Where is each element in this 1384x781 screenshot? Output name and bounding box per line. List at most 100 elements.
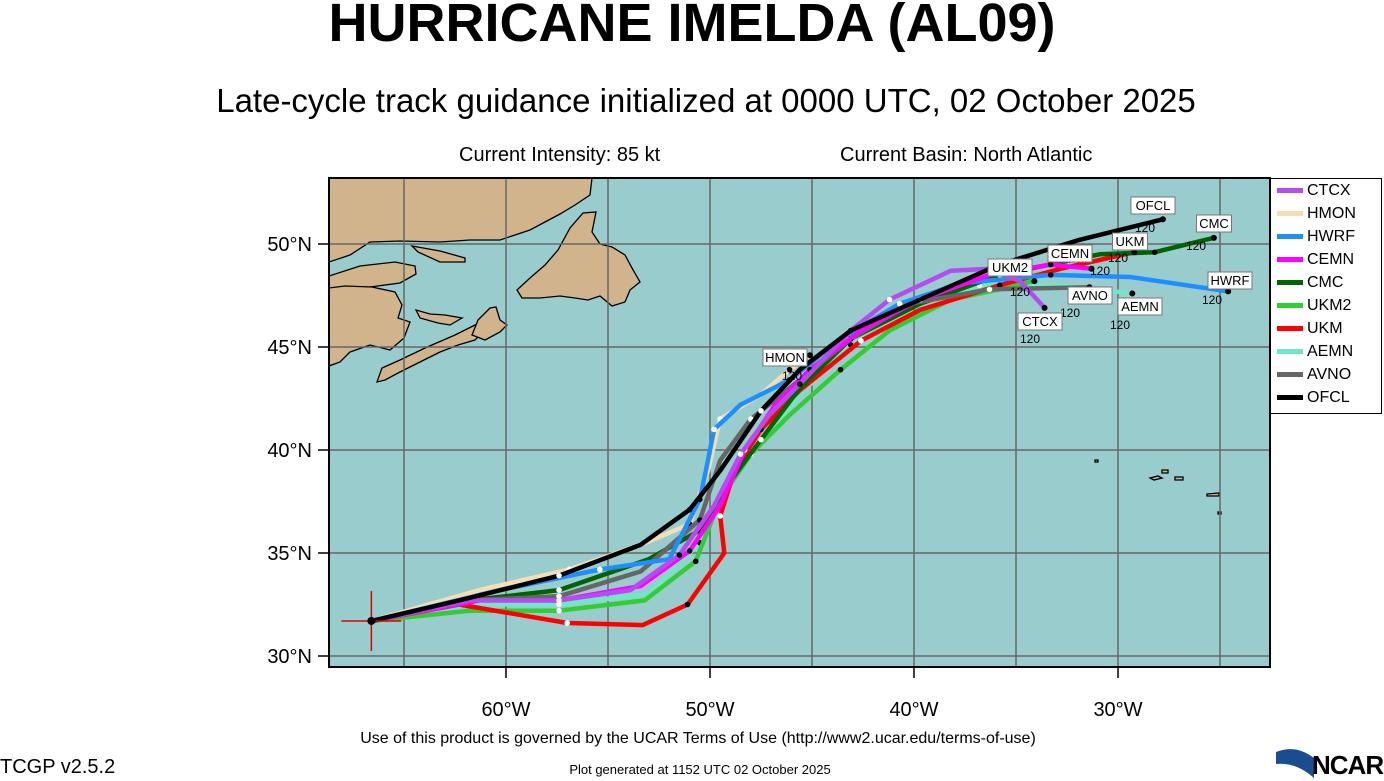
forecast-point <box>676 552 683 558</box>
forecast-hour-label: 120 <box>1186 239 1206 253</box>
storm-center-icon <box>367 616 376 625</box>
forecast-point <box>996 282 1003 289</box>
track-end-point <box>806 352 813 359</box>
land-anticosti <box>410 244 466 263</box>
track-end-label: HWRF <box>1211 273 1250 288</box>
axis-labels: 30°N 35°N 40°N 45°N 50°N 60°W 50°W 40°W 30°W <box>267 234 1142 721</box>
forecast-point <box>886 296 893 303</box>
legend-swatch <box>1277 257 1303 262</box>
forecast-point <box>837 366 844 373</box>
legend-label: CEMN <box>1307 250 1355 268</box>
forecast-point <box>986 286 993 293</box>
forecast-hour-label: 120 <box>1060 306 1080 320</box>
land-pei <box>414 308 464 326</box>
legend-swatch <box>1277 303 1303 308</box>
track-label-box <box>1047 244 1093 263</box>
forecast-point <box>1047 272 1054 278</box>
plot-generated-time: Plot generated at 1152 UTC 02 October 20… <box>569 762 831 777</box>
forecast-point <box>686 548 693 554</box>
lat-tick-label: 30°N <box>267 646 312 668</box>
forecast-point <box>758 436 764 443</box>
legend-label: UKM <box>1307 319 1343 337</box>
lon-tick-label: 50°W <box>685 699 734 721</box>
track-end-point <box>1031 278 1038 285</box>
legend-item-ctcx: CTCX <box>1271 179 1381 202</box>
lon-tick-label: 60°W <box>481 699 530 721</box>
legend-item-cmc: CMC <box>1271 271 1381 294</box>
forecast-point <box>564 620 570 626</box>
track-end-label: UKM2 <box>992 260 1028 275</box>
legend-label: HWRF <box>1307 227 1355 245</box>
legend: CTCX HMON HWRF CEMN CMC UKM2 UKM AEMN AVNO OFCL <box>1270 178 1382 414</box>
lon-tick-label: 30°W <box>1093 699 1142 721</box>
track-end-label: UKM <box>1116 234 1145 249</box>
track-end-label: AVNO <box>1072 288 1108 303</box>
legend-item-hwrf: HWRF <box>1271 225 1381 248</box>
forecast-point <box>686 506 693 513</box>
track-ctcx <box>370 266 1047 624</box>
forecast-point <box>717 513 723 519</box>
forecast-point <box>556 607 562 614</box>
track-end-label: HMON <box>765 350 805 365</box>
legend-item-ofcl: OFCL <box>1271 386 1381 409</box>
track-end-point <box>1225 288 1232 295</box>
legend-label: UKM2 <box>1307 296 1352 314</box>
track-label-box <box>1207 271 1253 290</box>
track-end-label: CEMN <box>1051 246 1089 261</box>
land-cape-breton <box>471 306 509 341</box>
legend-swatch <box>1277 188 1303 193</box>
forecast-point <box>758 408 764 414</box>
legend-swatch <box>1277 349 1303 354</box>
track-label-box <box>1117 297 1163 316</box>
forecast-hour-label: 120 <box>1010 285 1030 299</box>
forecast-point <box>684 601 691 608</box>
track-end-point <box>1088 265 1095 272</box>
forecast-hour-label: 120 <box>1202 293 1222 307</box>
page-title: HURRICANE IMELDA (AL09) <box>328 0 1056 53</box>
track-hwrf <box>370 272 1229 624</box>
legend-swatch <box>1277 280 1303 285</box>
forecast-hour-label: 120 <box>1110 318 1130 332</box>
legend-item-avno: AVNO <box>1271 363 1381 386</box>
current-intensity: Current Intensity: 85 kt <box>459 144 661 166</box>
forecast-point <box>556 597 562 604</box>
track-end-label: OFCL <box>1136 198 1171 213</box>
track-label-box <box>1130 196 1176 215</box>
current-basin: Current Basin: North Atlantic <box>840 144 1093 166</box>
legend-label: CTCX <box>1307 181 1351 199</box>
track-label-box <box>1196 214 1232 233</box>
track-label-box <box>1017 312 1063 331</box>
terms-of-use: Use of this product is governed by the U… <box>360 730 1036 747</box>
lat-tick-label: 45°N <box>267 337 312 359</box>
track-end-label: CTCX <box>1022 314 1058 329</box>
legend-swatch <box>1277 211 1303 216</box>
legend-label: CMC <box>1307 273 1344 291</box>
version-label: TCGP v2.5.2 <box>0 756 116 778</box>
forecast-point <box>556 587 562 593</box>
track-end-point <box>1159 216 1166 223</box>
ncar-logo-text: NCAR <box>1312 750 1384 780</box>
lat-tick-label: 35°N <box>267 543 312 565</box>
legend-label: HMON <box>1307 204 1356 222</box>
page-subtitle: Late-cycle track guidance initialized at… <box>216 82 1196 119</box>
forecast-point <box>556 593 562 600</box>
ocean <box>329 178 1270 667</box>
forecast-hour-label: 120 <box>1090 264 1110 278</box>
forecast-point <box>1047 261 1054 268</box>
legend-item-aemn: AEMN <box>1271 340 1381 363</box>
forecast-point <box>737 451 744 457</box>
track-label-box <box>987 258 1033 277</box>
track-label-box <box>762 348 808 367</box>
legend-item-ukm: UKM <box>1271 317 1381 340</box>
legend-label: OFCL <box>1307 388 1350 406</box>
legend-swatch <box>1277 395 1303 400</box>
forecast-point <box>896 300 903 307</box>
forecast-point <box>711 426 717 433</box>
track-end-point <box>1041 304 1048 311</box>
forecast-point <box>556 601 562 608</box>
forecast-hour-label: 120 <box>1020 332 1040 346</box>
track-label-box <box>1067 286 1113 305</box>
track-avno <box>370 285 1090 624</box>
